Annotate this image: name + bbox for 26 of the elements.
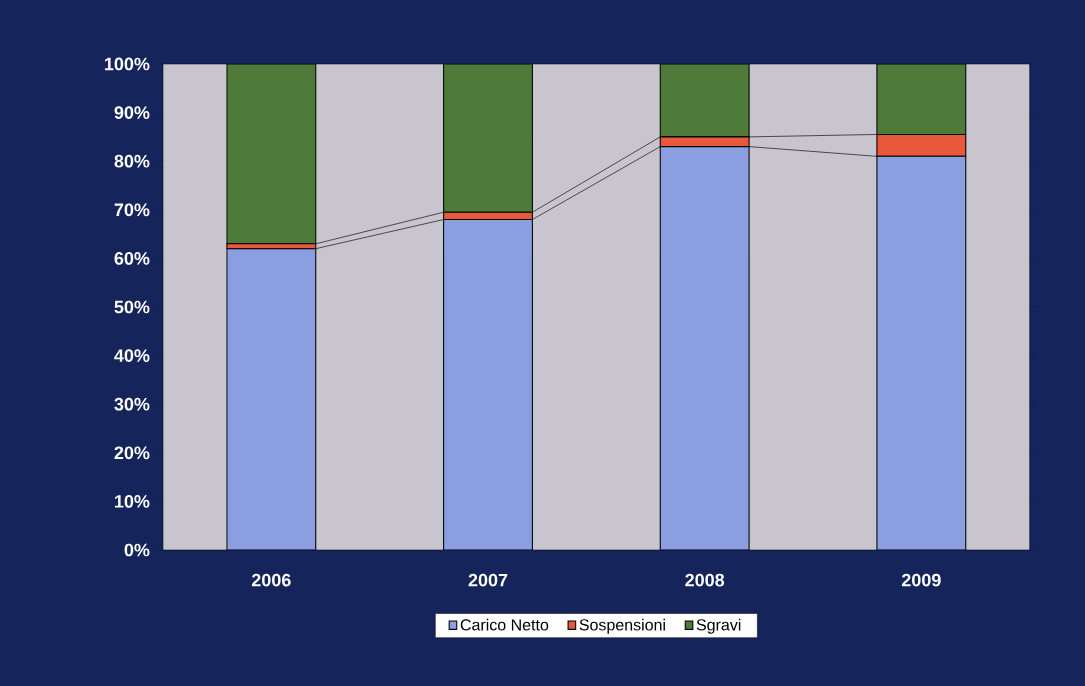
x-tick-label: 2009 [901, 573, 941, 587]
x-tick-label: 2006 [251, 573, 291, 587]
x-tick-label: 2008 [685, 573, 725, 587]
bar [226, 63, 317, 245]
bar [659, 146, 750, 550]
bar [876, 155, 967, 550]
y-tick-label: 10% [115, 495, 150, 508]
legend-label: Carico Netto [460, 618, 549, 631]
y-tick-label: 70% [114, 203, 150, 217]
y-tick-label: 90% [114, 106, 150, 119]
y-tick-label: 60% [114, 252, 150, 265]
x-tick-label: 2007 [468, 573, 508, 587]
y-tick-label: 100% [105, 57, 150, 71]
bar [876, 63, 967, 136]
y-tick-label: 20% [114, 446, 150, 460]
y-tick-label: 80% [114, 154, 150, 168]
bar [226, 248, 317, 550]
bar [443, 63, 533, 213]
y-tick-label: 30% [114, 397, 150, 411]
y-tick-label: 40% [114, 349, 150, 362]
legend-label: Sospensioni [579, 618, 665, 634]
legend-label: Sgravi [696, 618, 741, 634]
y-tick-label: 0% [124, 543, 150, 557]
bar [443, 218, 533, 550]
bar [659, 63, 750, 138]
y-tick-label: 50% [114, 300, 150, 314]
